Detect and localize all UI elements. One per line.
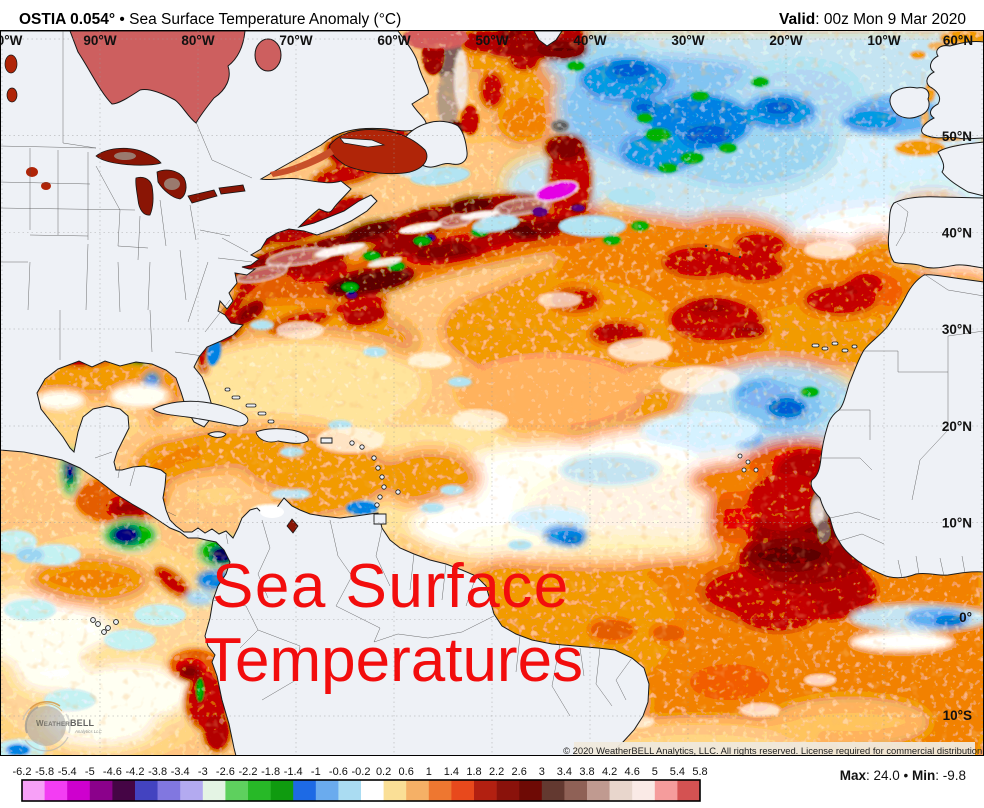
svg-text:3.8: 3.8 [579,766,594,778]
svg-text:30°W: 30°W [671,33,704,48]
svg-text:-2.6: -2.6 [216,766,235,778]
svg-text:60°W: 60°W [377,33,410,48]
svg-text:2.2: 2.2 [489,766,504,778]
svg-text:-3.4: -3.4 [171,766,190,778]
svg-text:OSTIA 0.054° • Sea Surface Tem: OSTIA 0.054° • Sea Surface Temperature A… [19,11,401,28]
svg-text:80°W: 80°W [181,33,214,48]
svg-text:3.4: 3.4 [557,766,572,778]
svg-text:-6.2: -6.2 [13,766,32,778]
svg-text:-5.4: -5.4 [58,766,77,778]
svg-text:4.6: 4.6 [625,766,640,778]
svg-text:10°W: 10°W [867,33,900,48]
svg-text:90°W: 90°W [83,33,116,48]
svg-text:70°W: 70°W [279,33,312,48]
svg-text:-3.8: -3.8 [148,766,167,778]
svg-text:Valid: 00z Mon 9 Mar 2020: Valid: 00z Mon 9 Mar 2020 [779,11,966,28]
svg-text:5: 5 [652,766,658,778]
svg-text:WEATHERBELL: WEATHERBELL [36,718,95,728]
svg-text:© 2020 WeatherBELL Analytics,: © 2020 WeatherBELL Analytics, LLC. All r… [563,745,984,756]
svg-text:5.8: 5.8 [692,766,707,778]
svg-text:4.2: 4.2 [602,766,617,778]
svg-text:20°N: 20°N [942,419,972,434]
svg-text:0.6: 0.6 [399,766,414,778]
svg-text:3: 3 [539,766,545,778]
svg-text:Analytics LLC: Analytics LLC [74,729,103,734]
svg-text:-5: -5 [85,766,95,778]
svg-text:-2.2: -2.2 [239,766,258,778]
svg-text:2.6: 2.6 [512,766,527,778]
svg-text:20°W: 20°W [769,33,802,48]
svg-text:-4.6: -4.6 [103,766,122,778]
svg-text:40°N: 40°N [942,226,972,241]
svg-text:100°W: 100°W [0,33,23,48]
svg-text:-0.6: -0.6 [329,766,348,778]
svg-text:Sea Surface: Sea Surface [212,552,570,621]
svg-text:50°N: 50°N [942,129,972,144]
svg-text:-1.4: -1.4 [284,766,303,778]
svg-text:-0.2: -0.2 [352,766,371,778]
svg-text:40°W: 40°W [573,33,606,48]
svg-text:10°N: 10°N [942,516,972,531]
svg-text:0.2: 0.2 [376,766,391,778]
svg-text:0°: 0° [959,610,972,625]
svg-text:-5.8: -5.8 [35,766,54,778]
svg-text:-4.2: -4.2 [126,766,145,778]
svg-text:10°S: 10°S [943,708,972,723]
svg-text:30°N: 30°N [942,322,972,337]
svg-text:-1.8: -1.8 [261,766,280,778]
svg-text:50°W: 50°W [475,33,508,48]
svg-text:1: 1 [426,766,432,778]
svg-text:1.4: 1.4 [444,766,459,778]
svg-text:-1: -1 [311,766,321,778]
svg-text:60°N: 60°N [943,33,973,48]
svg-text:Temperatures: Temperatures [204,626,583,695]
svg-text:-3: -3 [198,766,208,778]
svg-text:5.4: 5.4 [670,766,685,778]
svg-text:1.8: 1.8 [466,766,481,778]
svg-text:Max: 24.0 • Min: -9.8: Max: 24.0 • Min: -9.8 [840,768,966,783]
